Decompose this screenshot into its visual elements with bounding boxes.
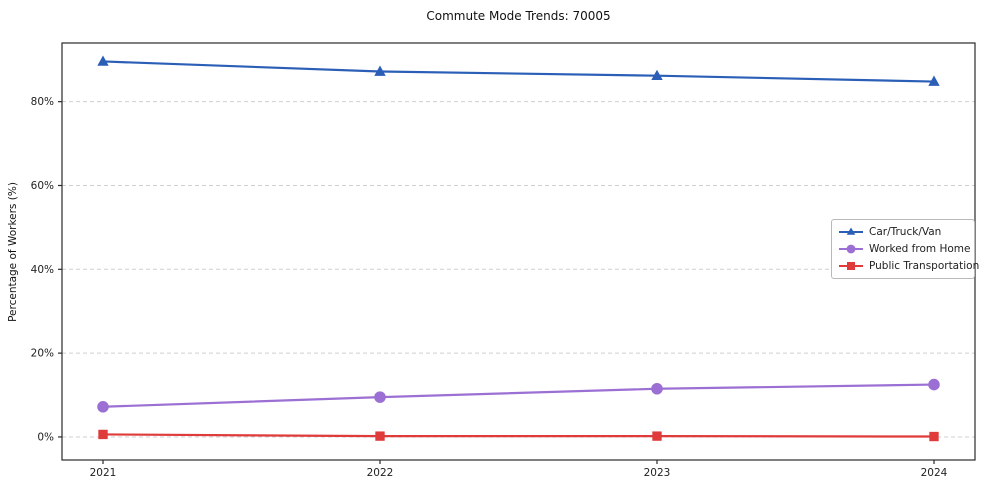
data-point-marker <box>97 55 109 66</box>
data-point-marker <box>929 431 939 442</box>
y-tick-label: 20% <box>31 348 54 360</box>
x-tick-label: 2023 <box>644 467 671 479</box>
data-point-marker <box>374 65 386 76</box>
data-point-marker <box>928 75 940 86</box>
data-point-marker <box>98 429 108 440</box>
series-line-2 <box>101 433 936 438</box>
data-point-marker <box>374 391 386 403</box>
x-tick-label: 2022 <box>367 467 394 479</box>
data-point-marker <box>97 400 109 413</box>
axis-spines <box>61 42 976 461</box>
y-tick-label: 0% <box>37 431 54 443</box>
chart-title: Commute Mode Trends: 70005 <box>426 9 611 23</box>
data-point-marker <box>651 69 663 81</box>
legend-item-2: Public Transportation <box>839 260 979 272</box>
data-point-marker <box>651 382 663 395</box>
legend-label: Car/Truck/Van <box>869 226 942 238</box>
y-tick-label: 40% <box>31 264 54 276</box>
legend: Car/Truck/Van Worked from Home Public Tran… <box>831 219 979 279</box>
data-point-marker <box>375 431 385 441</box>
y-tick-label: 60% <box>31 180 54 192</box>
plot-background <box>62 43 975 460</box>
legend-item-1: Worked from Home <box>839 243 970 255</box>
legend-label: Public Transportation <box>869 260 980 272</box>
legend-label: Worked from Home <box>869 243 971 255</box>
legend-circle-marker-icon <box>839 244 863 254</box>
legend-triangle-marker-icon <box>839 227 863 235</box>
y-tick-label: 80% <box>31 96 54 108</box>
x-tick-label: 2021 <box>90 467 117 479</box>
data-point-marker <box>928 378 940 391</box>
series-line-1 <box>101 383 936 408</box>
data-point-marker <box>652 431 662 441</box>
x-tick-label: 2024 <box>921 467 948 479</box>
series-line-0 <box>101 60 936 83</box>
legend-item-0: Car/Truck/Van <box>839 226 966 238</box>
legend-square-marker-icon <box>839 262 863 270</box>
